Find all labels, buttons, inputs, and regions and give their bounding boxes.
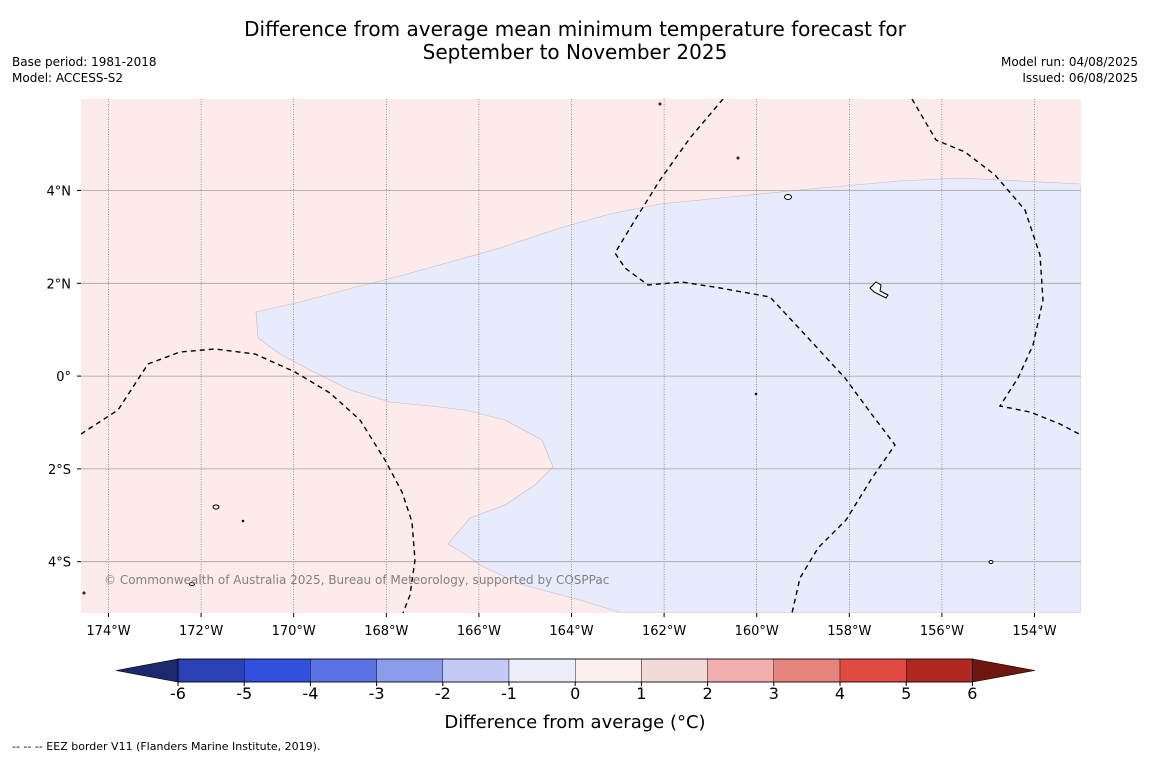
island-kiritimati xyxy=(869,281,889,299)
island-birnie-speck xyxy=(241,519,245,523)
islands xyxy=(82,102,994,595)
colorbar-extend-high xyxy=(972,658,1036,683)
map-panel: © Commonwealth of Australia 2025, Bureau… xyxy=(81,99,1081,613)
colorbar: -6 -5 -4 -3 -2 -1 0 1 2 3 4 5 6 xyxy=(115,658,1036,703)
lon-tick-label: 168°W xyxy=(364,624,408,639)
colorbar-tick-label: 3 xyxy=(769,684,779,703)
lat-tick-label: 4°N xyxy=(47,185,72,200)
colorbar-bin xyxy=(773,658,841,683)
colorbar-bin xyxy=(376,658,444,683)
island-kanton xyxy=(212,504,220,510)
lat-tick-label: 4°S xyxy=(48,556,71,571)
title-line-1: Difference from average mean minimum tem… xyxy=(244,17,906,41)
colorbar-tick-label: 2 xyxy=(703,684,713,703)
lat-tick-label: 0° xyxy=(56,370,71,385)
island-west-speck xyxy=(82,591,86,595)
colorbar-tick-label: -2 xyxy=(435,684,451,703)
colorbar-bin xyxy=(906,658,973,683)
colorbar-tick-label: -1 xyxy=(501,684,517,703)
colorbar-tick-label: 4 xyxy=(835,684,845,703)
colorbar-tick-label: -6 xyxy=(170,684,186,703)
lon-tick-label: 166°W xyxy=(457,624,501,639)
colorbar-bin xyxy=(508,658,576,683)
colorbar-bin xyxy=(707,658,774,683)
colorbar-bin xyxy=(243,658,311,683)
eez-borders xyxy=(81,99,1081,613)
island-small-speck xyxy=(736,156,740,160)
colorbar-bin xyxy=(641,658,708,683)
eez-border-west xyxy=(81,348,416,613)
colorbar-bin xyxy=(310,658,377,683)
eez-border-central xyxy=(614,99,896,613)
lon-tick-label: 162°W xyxy=(642,624,686,639)
title-line-2: September to November 2025 xyxy=(422,40,728,64)
colorbar-tick-label: 0 xyxy=(570,684,580,703)
base-period: Base period: 1981-2018 xyxy=(12,55,157,69)
latitude-labels: 4°N 2°N 0° 2°S 4°S xyxy=(47,185,81,571)
colorbar-tick-label: 1 xyxy=(636,684,646,703)
lat-tick-label: 2°N xyxy=(47,277,72,292)
colorbar-bin xyxy=(575,658,642,683)
copyright-notice: © Commonwealth of Australia 2025, Bureau… xyxy=(104,573,609,587)
eez-footnote: -- -- -- EEZ border V11 (Flanders Marine… xyxy=(12,740,321,753)
lat-tick-label: 2°S xyxy=(48,463,71,478)
colorbar-extend-low xyxy=(115,658,179,683)
colorbar-tick-label: 6 xyxy=(967,684,977,703)
lon-tick-label: 158°W xyxy=(827,624,871,639)
island-jarvis xyxy=(784,194,792,200)
model-name: Model: ACCESS-S2 xyxy=(12,71,124,85)
colorbar-bin xyxy=(442,658,510,683)
colorbar-tick-label: -5 xyxy=(236,684,252,703)
issued-date: Issued: 06/08/2025 xyxy=(1022,71,1138,85)
graticule xyxy=(81,99,1081,613)
model-run: Model run: 04/08/2025 xyxy=(1000,55,1138,69)
lon-tick-label: 154°W xyxy=(1012,624,1056,639)
island-malden-speck xyxy=(754,392,758,396)
longitude-labels: 174°W 172°W 170°W 168°W 166°W 164°W 162°W 160°W… xyxy=(86,613,1057,639)
meta-left: Base period: 1981-2018 Model: ACCESS-S2 xyxy=(12,54,157,86)
island-enderbury xyxy=(189,582,195,586)
eez-border-east xyxy=(911,99,1081,436)
colorbar-bin xyxy=(177,658,245,683)
lon-tick-label: 172°W xyxy=(179,624,223,639)
map-title: Difference from average mean minimum tem… xyxy=(0,18,1150,64)
lon-tick-label: 174°W xyxy=(86,624,130,639)
colorbar-bin xyxy=(839,658,907,683)
lon-tick-label: 156°W xyxy=(920,624,964,639)
colorbar-tick-label: 5 xyxy=(901,684,911,703)
island-flint xyxy=(988,560,994,564)
lon-tick-label: 170°W xyxy=(272,624,316,639)
colorbar-tick-label: -3 xyxy=(369,684,385,703)
colorbar-tick-label: -4 xyxy=(302,684,318,703)
lon-tick-label: 164°W xyxy=(549,624,593,639)
lon-tick-label: 160°W xyxy=(735,624,779,639)
colorbar-label: Difference from average (°C) xyxy=(444,712,705,733)
island-north-speck xyxy=(658,102,662,106)
meta-right: Model run: 04/08/2025 Issued: 06/08/2025 xyxy=(1001,54,1138,86)
